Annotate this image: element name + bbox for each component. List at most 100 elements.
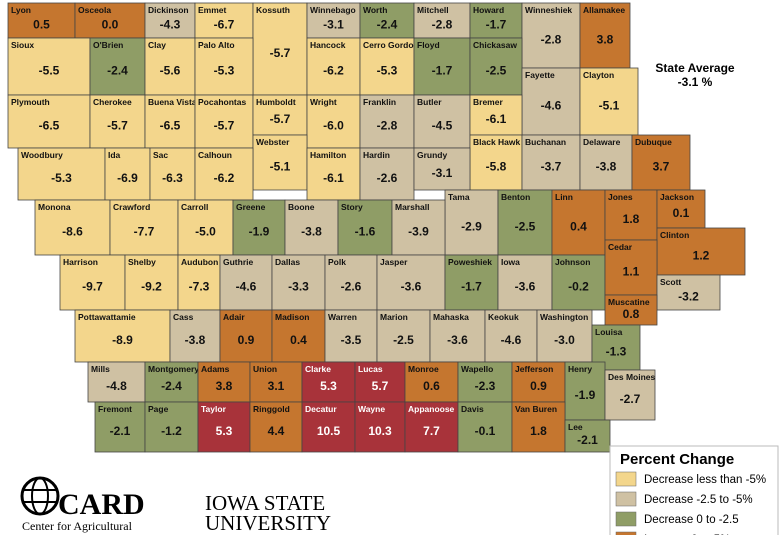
county-name: Ida	[108, 150, 121, 160]
county-value: 0.9	[238, 333, 255, 347]
county: Harrison -9.7	[59, 254, 126, 311]
county-value: -4.6	[541, 99, 562, 113]
county-name: Jasper	[380, 257, 408, 267]
county-value: -2.9	[461, 220, 482, 234]
county: Plymouth -6.5	[7, 94, 91, 149]
county-value: -2.4	[161, 379, 182, 393]
county-value: -6.3	[162, 171, 183, 185]
county: Wayne 10.3	[354, 401, 406, 453]
county-value: -2.6	[377, 171, 398, 185]
county-shape	[604, 239, 658, 296]
county-value: -3.3	[288, 280, 309, 294]
county: Jasper -3.6	[376, 254, 446, 311]
county-value: 5.3	[216, 424, 233, 438]
county-name: Grundy	[417, 150, 447, 160]
county-value: -6.2	[214, 171, 235, 185]
county-name: Washington	[540, 312, 588, 322]
county-name: Black Hawk	[473, 137, 521, 147]
county-name: Scott	[660, 277, 681, 287]
county-shape	[7, 37, 91, 96]
county: Story -1.6	[337, 199, 393, 256]
county-value: -3.6	[401, 280, 422, 294]
legend-box	[609, 445, 779, 535]
county: Fayette -4.6	[521, 67, 581, 136]
county-shape	[413, 2, 471, 39]
county-value: 0.4	[570, 220, 587, 234]
county-value: -9.2	[141, 280, 162, 294]
county: Jefferson 0.9	[511, 361, 566, 403]
county-name: Howard	[473, 5, 504, 15]
county: Butler -4.5	[413, 94, 471, 149]
county-name: Ringgold	[253, 404, 290, 414]
county-value: -3.8	[596, 160, 617, 174]
county-value: -3.2	[678, 290, 699, 304]
county-shape	[631, 134, 691, 191]
county: Floyd -1.7	[413, 37, 471, 96]
county-shape	[359, 37, 415, 96]
county-shape	[249, 401, 303, 453]
county-shape	[579, 2, 631, 69]
county-value: -6.9	[117, 171, 138, 185]
county-shape	[306, 147, 361, 201]
county-name: Story	[341, 202, 363, 212]
county: Emmet -6.7	[194, 2, 254, 39]
card-subtitle: Center for Agricultural	[22, 519, 133, 533]
county-shape	[104, 147, 151, 201]
county: Sac -6.3	[149, 147, 196, 201]
county-shape	[74, 2, 146, 39]
county-name: Van Buren	[515, 404, 557, 414]
county-name: Iowa	[501, 257, 520, 267]
county-value: -5.7	[270, 112, 291, 126]
county-name: Shelby	[128, 257, 156, 267]
county-shape	[17, 147, 106, 201]
county-name: Cedar	[608, 242, 633, 252]
county: Page -1.2	[144, 401, 199, 453]
county: Polk -2.6	[324, 254, 378, 311]
county-shape	[7, 94, 91, 149]
county: Webster -5.1	[252, 134, 308, 191]
county-shape	[169, 309, 221, 363]
county-name: Louisa	[595, 327, 623, 337]
county-value: -2.8	[377, 119, 398, 133]
county-name: Franklin	[363, 97, 396, 107]
county-shape	[521, 67, 581, 136]
county: Lucas 5.7	[354, 361, 406, 403]
county: Humboldt -5.7	[252, 94, 308, 136]
county-name: Marshall	[395, 202, 430, 212]
county-value: 1.2	[693, 249, 710, 263]
county: Keokuk -4.6	[484, 309, 538, 363]
county-name: Clinton	[660, 230, 689, 240]
county-name: Carroll	[181, 202, 208, 212]
county-shape	[194, 37, 254, 96]
legend-title: Percent Change	[620, 451, 734, 468]
county-shape	[551, 189, 606, 256]
county-shape	[564, 361, 606, 421]
county-shape	[324, 309, 378, 363]
county: Chickasaw -2.5	[469, 37, 523, 96]
county: Fremont -2.1	[94, 401, 146, 453]
county-name: Fayette	[525, 70, 555, 80]
county: Linn 0.4	[551, 189, 606, 256]
county-name: Mills	[91, 364, 110, 374]
county: Ida -6.9	[104, 147, 151, 201]
county-value: 0.0	[102, 18, 119, 32]
county: Van Buren 1.8	[511, 401, 566, 453]
county: Hancock -6.2	[306, 37, 361, 96]
county-name: Davis	[461, 404, 484, 414]
county-value: -3.7	[541, 160, 562, 174]
county: Sioux -5.5	[7, 37, 91, 96]
county-value: -6.5	[160, 119, 181, 133]
county-name: Calhoun	[198, 150, 232, 160]
county: Osceola 0.0	[74, 2, 146, 39]
county-value: -5.3	[377, 64, 398, 78]
county-shape	[284, 199, 339, 256]
county-shape	[469, 94, 523, 136]
county-value: 4.4	[268, 424, 285, 438]
county-value: 0.9	[530, 379, 547, 393]
county-shape	[249, 361, 303, 403]
globe	[20, 476, 60, 516]
county-name: Floyd	[417, 40, 440, 50]
county-value: -2.4	[107, 64, 128, 78]
county-value: -2.1	[577, 433, 598, 447]
